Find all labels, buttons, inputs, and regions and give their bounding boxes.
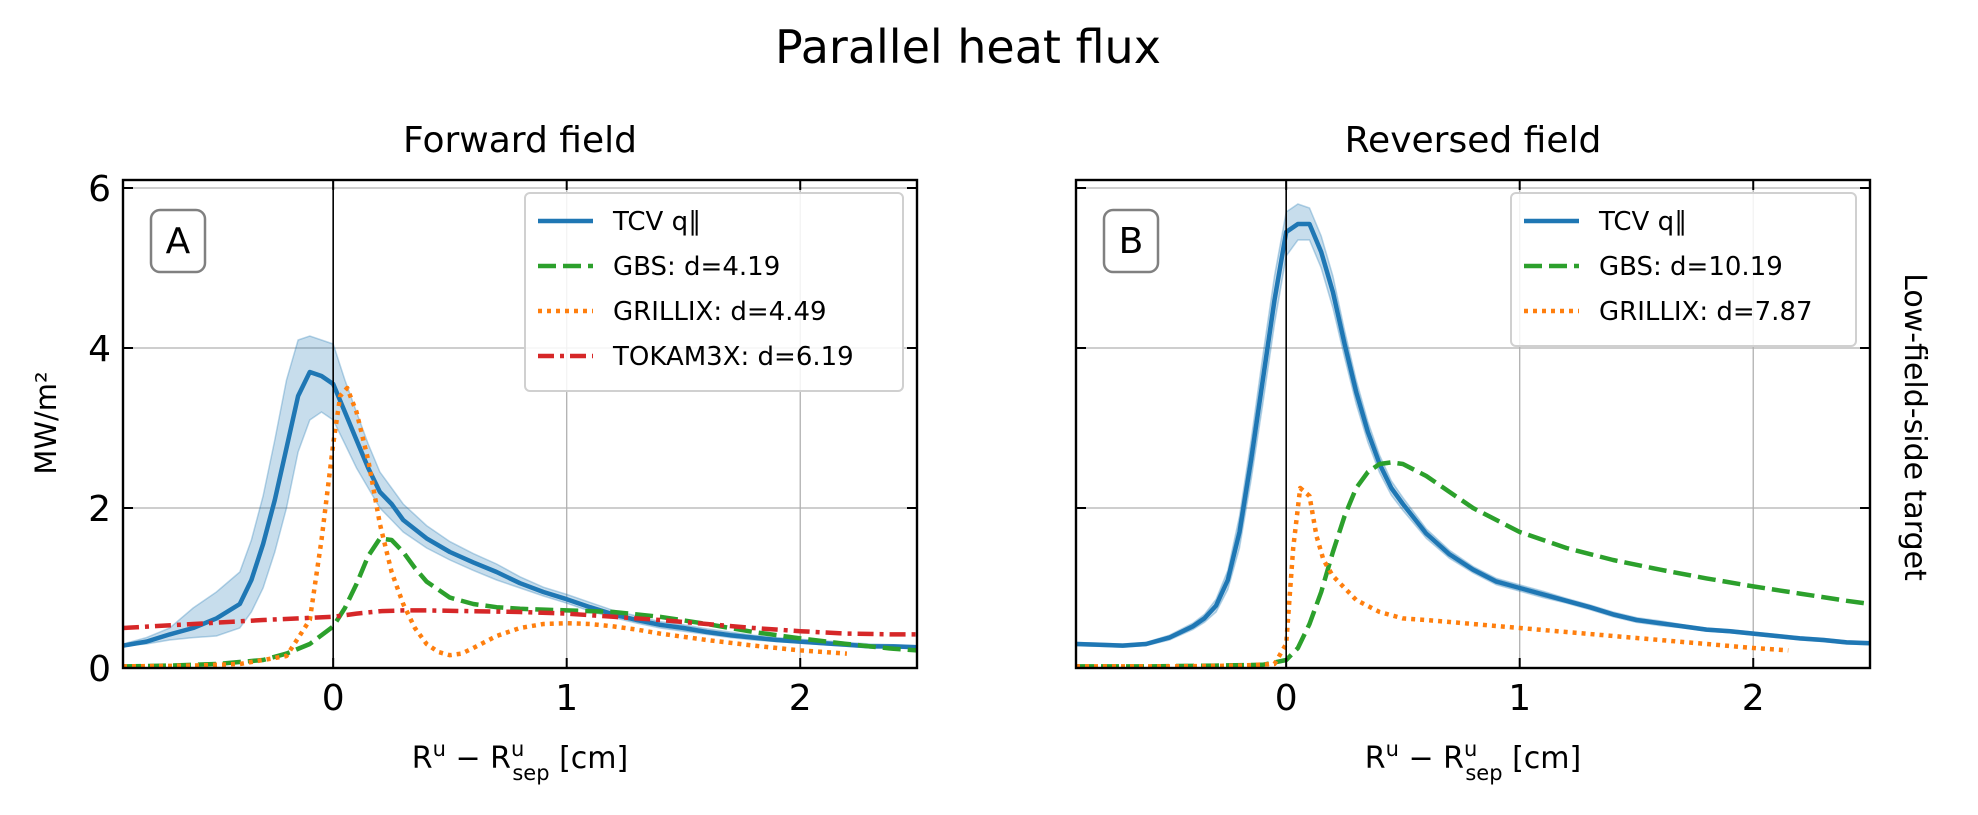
x-tick-label: 2 [1742,678,1765,719]
panel-label: A [166,221,191,262]
x-tick-label: 1 [555,678,578,719]
legend: TCV q∥ GBS: d=10.19 GRILLIX: d=7.87 [1510,192,1857,347]
panel-label-box [1102,208,1160,274]
x-axis-label: Ru − Ru sep [cm] [1365,737,1581,785]
plot-frame [121,178,919,670]
panel-title: Reversed field [1345,120,1602,161]
y-tick-label: 0 [88,649,111,690]
legend-entry: TCV q∥ [612,207,701,237]
series-line [123,608,917,637]
legend: TCV q∥ GBS: d=4.19 GRILLIX: d=4.49 TOKAM3X:… [524,192,904,392]
y-tick-label: 2 [88,489,111,530]
y-tick-label: 4 [88,329,111,370]
plot-area: 0 1 2 B TCV q∥ GBS: d=10.19 GRILLIX: d=7.87 [1074,178,1872,719]
panel-label-box [149,208,207,274]
series-line [123,385,848,668]
legend-entry: GBS: d=10.19 [1599,252,1783,282]
plot-area: 0 1 2 0 2 4 6 A TCV q∥ GBS: d=4.19 GRILLIX: d=4.49… [88,169,919,719]
legend-entry: GRILLIX: d=7.87 [1599,297,1813,327]
x-axis-label: Ru − Ru sep [cm] [412,737,628,785]
legend-entry: GRILLIX: d=4.49 [613,297,827,327]
series-line [1076,221,1870,648]
series-line [1076,485,1789,668]
legend-entry: TCV q∥ [1598,207,1687,237]
panel-forward-field: Forward field MW/m² 0 1 2 0 2 4 6 A TCV q∥ GBS: d… [29,120,919,785]
x-tick-label: 1 [1508,678,1531,719]
x-tick-label: 2 [789,678,812,719]
panel-label: B [1119,221,1144,262]
x-tick-label: 0 [1275,678,1298,719]
panel-title: Forward field [403,120,637,161]
series-line [1076,460,1870,668]
legend-entry: TOKAM3X: d=6.19 [612,342,854,372]
legend-box [524,192,904,392]
series-line [123,369,917,650]
x-tick-label: 0 [322,678,345,719]
data-layer [1076,203,1870,668]
y-axis-label: MW/m² [29,371,63,474]
y-tick-label: 6 [88,169,111,210]
figure-title: Parallel heat flux [775,20,1161,74]
legend-entry: GBS: d=4.19 [613,252,780,282]
panel-reversed-field: Reversed field 0 1 2 B TCV q∥ GBS: d=10.19 GRI… [1074,120,1872,785]
row-label: Low-field-side target [1897,273,1932,581]
legend-box [1510,192,1857,347]
plot-frame [1074,178,1872,670]
